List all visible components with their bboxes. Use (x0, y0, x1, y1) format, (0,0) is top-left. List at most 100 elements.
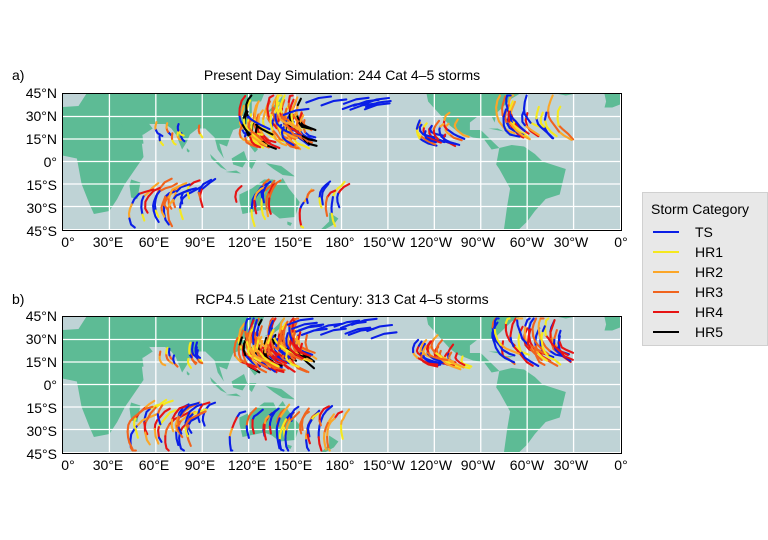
storm-track (275, 94, 283, 115)
storm-track (317, 424, 321, 439)
storm-track (180, 187, 198, 199)
storm-track (443, 111, 451, 122)
lat-label: 30°N (25, 108, 57, 124)
lon-label: 150°W (362, 234, 406, 250)
storm-track (287, 352, 303, 361)
storm-track (140, 195, 145, 216)
storm-track (130, 192, 141, 206)
storm-track (330, 212, 337, 228)
storm-track (305, 428, 309, 442)
map-a-svg (63, 94, 620, 229)
storm-track (184, 410, 207, 429)
storm-track (558, 339, 575, 354)
storm-track (300, 327, 328, 336)
storm-track (296, 120, 313, 130)
storm-track (197, 191, 202, 199)
storm-track (528, 317, 535, 330)
storm-track (238, 94, 247, 117)
storm-track (238, 124, 244, 139)
storm-track (285, 349, 300, 368)
storm-track (539, 111, 546, 128)
map-b-svg (63, 317, 620, 452)
storm-track (248, 133, 267, 146)
storm-track (326, 189, 337, 199)
landmass-hispaniola (505, 356, 515, 358)
storm-track (228, 436, 233, 452)
storm-track (263, 180, 272, 190)
storm-track (164, 423, 171, 438)
storm-track (517, 331, 522, 353)
storm-track (495, 94, 502, 117)
panel-b-letter: b) (12, 291, 25, 307)
storm-track (543, 111, 548, 121)
legend-item-hr4: HR4 (653, 303, 723, 321)
storm-track (544, 317, 550, 337)
storm-track (541, 325, 546, 333)
landmass-southamerica (496, 368, 566, 452)
storm-track (318, 180, 332, 200)
storm-track (323, 422, 329, 435)
storm-track (429, 124, 447, 138)
storm-track (320, 327, 347, 336)
storm-track (305, 439, 310, 452)
lat-label: 15°S (26, 400, 57, 416)
storm-track (166, 198, 175, 210)
storm-track (296, 97, 302, 107)
storm-track (366, 323, 394, 333)
storm-track (320, 98, 348, 107)
storm-track (137, 188, 155, 195)
storm-track (282, 320, 289, 349)
storm-track (153, 427, 160, 445)
storm-track (267, 329, 275, 345)
storm-track (330, 196, 334, 215)
storm-track (553, 329, 558, 340)
storm-track (283, 122, 299, 140)
storm-track (523, 112, 532, 124)
storm-track (283, 119, 302, 138)
storm-track (299, 345, 316, 354)
storm-track (291, 321, 318, 330)
lon-label: 60°E (138, 234, 170, 250)
storm-track (250, 208, 256, 228)
storm-track (499, 343, 520, 355)
storm-track (265, 208, 270, 218)
lon-label: 120°E (227, 234, 267, 250)
storm-track (556, 105, 562, 127)
storm-track (502, 108, 507, 132)
storm-track (144, 195, 150, 214)
storm-track (280, 111, 290, 122)
storm-track (421, 345, 427, 356)
storm-track (295, 324, 323, 333)
storm-track (256, 334, 268, 350)
storm-track (268, 179, 282, 200)
map-layers (63, 317, 620, 452)
storm-track (201, 415, 206, 427)
storm-track (435, 339, 444, 352)
storm-track (557, 124, 575, 141)
storm-track (286, 317, 314, 326)
storm-track (176, 123, 180, 128)
storm-track (157, 426, 161, 439)
storm-track (297, 331, 302, 340)
storm-track (324, 196, 329, 217)
legend-label: HR4 (695, 304, 724, 320)
storm-track (275, 417, 281, 431)
storm-track (260, 207, 267, 221)
storm-track (165, 122, 169, 129)
storm-track (275, 428, 281, 450)
storm-track (447, 343, 455, 354)
storm-track (247, 343, 262, 363)
legend-label: HR5 (695, 324, 724, 340)
storm-track (415, 344, 422, 357)
storm-track (233, 341, 237, 357)
storm-track (304, 334, 308, 350)
storm-track (152, 209, 160, 224)
storm-track (493, 327, 502, 346)
storm-track (448, 133, 463, 142)
storm-track (165, 346, 169, 355)
storm-track (172, 201, 177, 209)
storm-track (454, 352, 466, 367)
storm-track (167, 182, 188, 201)
storm-track (144, 431, 151, 446)
storm-track (523, 124, 540, 137)
